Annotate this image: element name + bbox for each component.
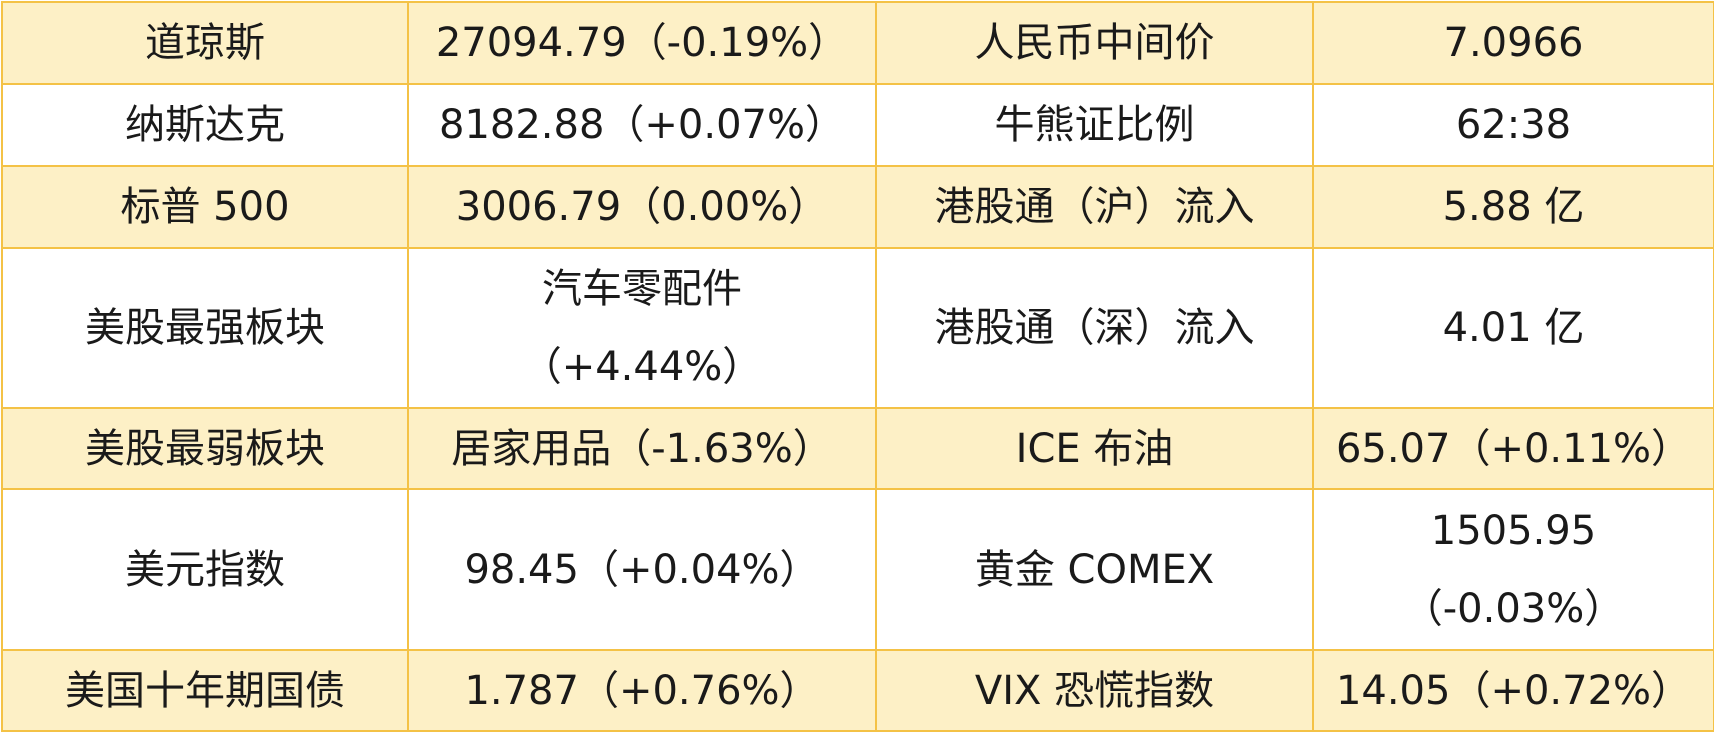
cell-text: ICE 布油: [1015, 425, 1174, 472]
table-row: 纳斯达克 8182.88（+0.07%） 牛熊证比例 62:38: [1, 83, 1714, 167]
value-cell: 5.88 亿: [1312, 165, 1714, 249]
label-cell: 标普 500: [1, 165, 409, 249]
label-cell: 黄金 COMEX: [875, 488, 1314, 651]
value-cell: 居家用品（-1.63%）: [407, 407, 877, 490]
cell-text: 98.45（+0.04%）: [464, 546, 820, 593]
cell-text: 标普 500: [120, 184, 290, 230]
value-cell: 1.787（+0.76%）: [407, 649, 877, 732]
cell-text: 1.787（+0.76%）: [464, 667, 820, 714]
table-row: 美国十年期国债 1.787（+0.76%） VIX 恐慌指数 14.05（+0.72%…: [1, 649, 1714, 732]
cell-text: 7.0966: [1443, 20, 1584, 66]
table-row: 标普 500 3006.79（0.00%） 港股通（沪）流入 5.88 亿: [1, 165, 1714, 249]
cell-text: 1505.95: [1430, 507, 1597, 554]
cell-text: 14.05（+0.72%）: [1335, 667, 1692, 714]
value-cell: 65.07（+0.11%）: [1312, 407, 1714, 490]
cell-text: 港股通（深）流入: [934, 305, 1255, 351]
label-cell: ICE 布油: [875, 407, 1314, 490]
value-cell: 4.01 亿: [1312, 247, 1714, 409]
cell-text: 4.01 亿: [1442, 305, 1585, 351]
cell-text: 道琼斯: [145, 20, 265, 66]
cell-text: （+4.44%）: [521, 344, 763, 390]
cell-text: VIX 恐慌指数: [974, 667, 1215, 714]
cell-text: 5.88 亿: [1442, 184, 1585, 230]
value-cell: 27094.79（-0.19%）: [407, 1, 877, 85]
table-row: 美股最强板块 汽车零配件 （+4.44%） 港股通（深）流入 4.01 亿: [1, 247, 1714, 409]
label-cell: 美股最弱板块: [1, 407, 409, 490]
label-cell: 美国十年期国债: [1, 649, 409, 732]
label-cell: 美元指数: [1, 488, 409, 651]
label-cell: 道琼斯: [1, 1, 409, 85]
cell-text: 居家用品（-1.63%）: [451, 425, 833, 472]
value-cell: 汽车零配件 （+4.44%）: [407, 247, 877, 409]
value-cell: 98.45（+0.04%）: [407, 488, 877, 651]
label-cell: 牛熊证比例: [875, 83, 1314, 167]
cell-text: 牛熊证比例: [994, 102, 1195, 148]
cell-text: 汽车零配件: [542, 266, 742, 312]
cell-text: 美股最弱板块: [85, 425, 325, 472]
label-cell: 纳斯达克: [1, 83, 409, 167]
cell-text: 港股通（沪）流入: [934, 184, 1255, 230]
cell-text: 3006.79（0.00%）: [455, 184, 829, 230]
cell-text: 美股最强板块: [85, 305, 325, 351]
value-cell: 1505.95 （-0.03%）: [1312, 488, 1714, 651]
table-row: 美元指数 98.45（+0.04%） 黄金 COMEX 1505.95 （-0.03%）: [1, 488, 1714, 651]
cell-text: 黄金 COMEX: [974, 546, 1215, 593]
value-cell: 8182.88（+0.07%）: [407, 83, 877, 167]
cell-text: 8182.88（+0.07%）: [439, 102, 845, 148]
label-cell: 美股最强板块: [1, 247, 409, 409]
value-cell: 3006.79（0.00%）: [407, 165, 877, 249]
cell-text: （-0.03%）: [1402, 585, 1625, 632]
value-cell: 62:38: [1312, 83, 1714, 167]
cell-text: 65.07（+0.11%）: [1335, 425, 1692, 472]
label-cell: 港股通（深）流入: [875, 247, 1314, 409]
cell-text: 62:38: [1455, 102, 1572, 148]
label-cell: 人民币中间价: [875, 1, 1314, 85]
label-cell: 港股通（沪）流入: [875, 165, 1314, 249]
cell-text: 27094.79（-0.19%）: [435, 20, 849, 66]
cell-text: 美元指数: [125, 546, 285, 593]
value-cell: 7.0966: [1312, 1, 1714, 85]
table-row: 道琼斯 27094.79（-0.19%） 人民币中间价 7.0966: [1, 1, 1714, 85]
cell-text: 人民币中间价: [974, 20, 1215, 66]
value-cell: 14.05（+0.72%）: [1312, 649, 1714, 732]
label-cell: VIX 恐慌指数: [875, 649, 1314, 732]
cell-text: 美国十年期国债: [65, 667, 345, 714]
cell-text: 纳斯达克: [125, 102, 285, 148]
table-row: 美股最弱板块 居家用品（-1.63%） ICE 布油 65.07（+0.11%）: [1, 407, 1714, 490]
